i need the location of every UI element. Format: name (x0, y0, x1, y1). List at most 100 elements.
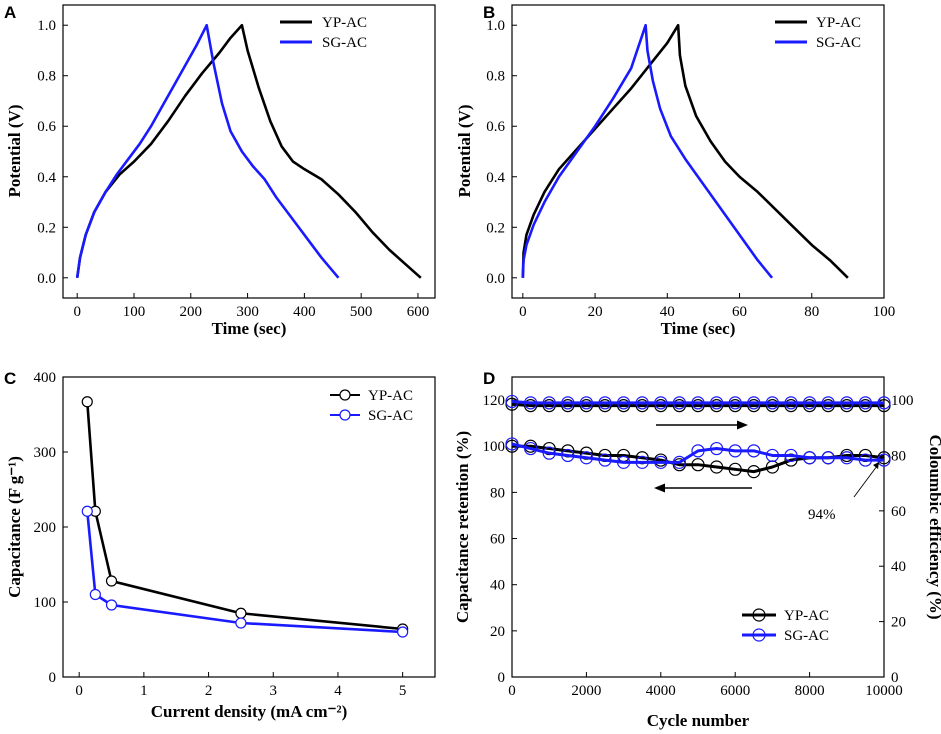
panel-d-series-1-point-8 (654, 455, 668, 469)
panel-d-series-3-point-3 (561, 396, 575, 410)
panel-d-series-2-point-1 (523, 399, 538, 413)
panel-b-ytick-label-0: 0.0 (486, 271, 505, 287)
panel-d-series-2-point-12 (728, 399, 742, 413)
panel-a: A 0 100 200 300 400 500 6000.00.20.40.60.81.0 … (4, 3, 436, 338)
panel-d-xtick-label-3: 6000 (720, 683, 750, 699)
panel-c-series-1-point-3 (235, 617, 247, 629)
panel-d-series-2-line (511, 402, 884, 408)
panel-d-series-1-point-14 (765, 448, 780, 463)
panel-a-xtick-label-2: 200 (180, 304, 203, 320)
panel-d-series-2-point-17 (821, 399, 835, 413)
panel-d-series-2-point-8 (654, 399, 668, 413)
panel-c-xtick-label-5: 5 (399, 683, 407, 699)
panel-d-series-2-point-14 (765, 399, 780, 413)
panel-a-ytick-label-5: 1.0 (37, 18, 56, 34)
panel-d-series-2-point-5 (598, 399, 612, 413)
panel-b-series (521, 23, 849, 279)
panel-d-arrow-left (654, 483, 752, 493)
panel-d-annotation-text: 94% (808, 507, 836, 523)
panel-c-ytick-label-1: 100 (34, 595, 57, 611)
panel-d-y2label: Coloumbic efficiency (%) (926, 434, 941, 619)
panel-b-xtick-label-4: 80 (804, 304, 819, 320)
panel-d-series-1-point-12 (728, 444, 742, 458)
panel-d-ylabel: Capacitance retention (%) (453, 431, 472, 623)
panel-b-legend-yp: YP-AC (816, 15, 861, 31)
panel-d-series-1-point-13 (747, 444, 761, 458)
panel-a-xtick-label-5: 500 (350, 304, 373, 320)
panel-d-ytick-label-5: 100 (483, 439, 506, 455)
panel-c-xtick-label-4: 4 (334, 683, 342, 699)
panel-d-legend-sg: SG-AC (784, 628, 829, 644)
panel-c-legend: YP-AC SG-AC (330, 388, 413, 424)
panel-d-frame (511, 376, 885, 678)
panel-c-series-0-point-2 (105, 575, 118, 587)
panel-d-series-1-point-9 (672, 455, 687, 469)
panel-d-ytick-label-3: 60 (490, 532, 505, 548)
panel-d-xtick-label-4: 8000 (795, 683, 825, 699)
panel-d-series-2-point-11 (709, 399, 724, 413)
panel-d: D 0 2000 4000 6000 8000 100000204060801001200… (453, 369, 941, 730)
panel-b-ytick-label-3: 0.6 (486, 119, 505, 135)
panel-c-xlabel: Current density (mA cm⁻²) (151, 702, 347, 721)
panel-d-series-1-point-17 (821, 451, 835, 465)
panel-c-series-0-point-3 (235, 607, 247, 619)
panel-d-series-1-line (511, 442, 884, 464)
panel-c-series-1-point-0 (81, 505, 93, 517)
panel-c-series-0-point-0 (81, 396, 93, 408)
panel-d-series-3-point-10 (691, 396, 705, 410)
panel-d-xtick-label-0: 0 (508, 683, 516, 699)
panel-d-y2tick-label-3: 60 (891, 504, 906, 520)
panel-d-ytick-label-4: 80 (490, 485, 505, 501)
panel-b-ticks: 0 20 40 60 80 100 0.0 0.2 0.4 0.6 0.8 1.0 (486, 18, 895, 320)
panel-d-series-1-point-2 (542, 446, 556, 460)
panel-b-xtick-label-0: 0 (519, 304, 527, 320)
panel-d-xlabel: Cycle number (647, 711, 750, 730)
panel-d-series-1-point-10 (691, 444, 705, 458)
panel-d-series-1-point-0 (505, 437, 519, 451)
panel-d-series-3-point-0 (505, 394, 519, 409)
panel-a-series (75, 23, 422, 279)
panel-b-ytick-label-1: 0.2 (486, 220, 505, 236)
panel-d-series-1-point-3 (561, 448, 575, 463)
panel-a-legend-sg: SG-AC (322, 35, 367, 51)
panel-d-arrow-right (656, 420, 748, 430)
panel-d-series-2-point-2 (542, 399, 556, 413)
panel-c-legend-sg: SG-AC (368, 408, 413, 424)
panel-c: C 0 1 2 3 4 5 0 100 200 300 400 Current density (m… (4, 369, 436, 721)
panel-b-label: B (483, 3, 495, 22)
panel-d-ticks: 0 2000 4000 6000 8000 10000020406080100120020… (483, 393, 914, 699)
panel-d-series-3-point-14 (765, 396, 780, 410)
panel-c-series (81, 396, 409, 638)
panel-d-ytick-label-6: 120 (483, 393, 506, 409)
panel-d-xtick-label-2: 4000 (646, 683, 676, 699)
panel-c-label: C (4, 369, 16, 388)
panel-d-series-0-point-12 (728, 462, 742, 476)
panel-d-series-3-point-17 (821, 396, 835, 410)
panel-c-xtick-label-0: 0 (75, 683, 83, 699)
panel-d-legend-marker-sg (752, 628, 766, 642)
panel-d-xtick-label-5: 10000 (865, 683, 903, 699)
panel-a-xtick-label-1: 100 (123, 304, 146, 320)
panel-d-series-3-point-1 (523, 396, 538, 410)
panel-d-series-1-point-5 (598, 453, 612, 467)
panel-c-xtick-label-2: 2 (205, 683, 213, 699)
panel-d-xtick-label-1: 2000 (571, 683, 601, 699)
panel-d-series-3-point-15 (784, 396, 798, 410)
panel-d-series-1-point-20 (877, 453, 891, 467)
panel-d-ytick-label-2: 40 (490, 578, 505, 594)
panel-b-xtick-label-3: 60 (732, 304, 747, 320)
panel-d-series-3-point-6 (616, 396, 631, 410)
panel-a-xtick-label-0: 0 (73, 304, 81, 320)
panel-b-ylabel: Potential (V) (455, 104, 474, 197)
panel-d-series-1-point-11 (709, 441, 724, 456)
panel-d-series-2-point-3 (561, 399, 575, 413)
panel-d-series-3-point-7 (635, 396, 649, 410)
panel-d-legend-yp: YP-AC (784, 608, 829, 624)
panel-b-ytick-label-2: 0.4 (486, 170, 505, 186)
panel-d-series-2-point-7 (635, 399, 649, 413)
panel-c-ytick-label-2: 200 (34, 520, 57, 536)
panel-d-annotation-leader (853, 465, 878, 498)
panel-b-xlabel: Time (sec) (661, 319, 736, 338)
panel-d-series-3-point-11 (709, 396, 724, 410)
panel-d-series-1-point-19 (858, 453, 873, 467)
